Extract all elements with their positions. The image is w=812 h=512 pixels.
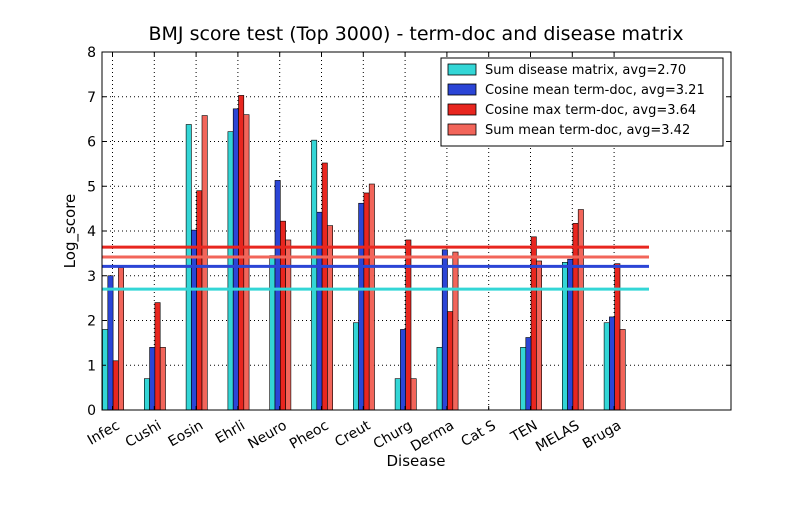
y-tick-label: 2: [87, 314, 96, 330]
x-tick-label: Bruga: [580, 418, 624, 453]
bar: [410, 378, 417, 411]
bar: [269, 255, 276, 411]
x-tick-label: Pheoc: [287, 418, 332, 453]
bar: [327, 225, 333, 411]
bar: [274, 180, 281, 411]
chart-title: BMJ score test (Top 3000) - term-doc and…: [149, 23, 684, 45]
bar: [452, 251, 459, 411]
x-tick-label: Cat S: [458, 418, 498, 451]
bar: [149, 347, 156, 411]
y-axis-ticks: 0 1 2 3 4 5 6 7 8: [87, 45, 731, 419]
bar: [614, 263, 621, 411]
bar: [358, 202, 365, 411]
average-lines: [102, 245, 649, 291]
bar: [232, 108, 239, 411]
bar: [536, 260, 543, 411]
legend-entry-label: Sum mean term-doc, avg=3.42: [485, 123, 690, 138]
x-tick-label: Cushi: [123, 418, 165, 451]
bar: [394, 378, 401, 411]
y-tick-label: 1: [87, 358, 96, 374]
bar: [144, 378, 150, 411]
bar: [520, 347, 527, 411]
bar: [561, 262, 568, 411]
x-tick-label: Creut: [332, 417, 374, 450]
y-tick-label: 4: [87, 224, 96, 240]
bar: [227, 131, 234, 411]
bar: [567, 258, 574, 411]
bar: [368, 183, 375, 411]
legend-swatch: [447, 83, 477, 96]
bar: [243, 114, 250, 411]
bar: [609, 316, 616, 411]
y-axis-label: Log_score: [61, 194, 80, 269]
x-tick-label: Eosin: [166, 418, 206, 451]
legend-entry-label: Cosine mean term-doc, avg=3.21: [485, 83, 705, 98]
bar: [572, 223, 579, 411]
bar: [201, 115, 208, 411]
x-tick-label: MELAS: [533, 418, 582, 456]
x-axis-label: Disease: [387, 452, 446, 470]
bar: [238, 95, 245, 411]
bar: [196, 190, 203, 411]
bar: [102, 329, 109, 411]
legend-swatch: [447, 63, 477, 76]
x-tick-label: Churg: [371, 418, 415, 453]
bar: [363, 192, 370, 411]
y-tick-label: 6: [87, 135, 96, 151]
y-tick-label: 7: [87, 90, 96, 106]
bar: [154, 302, 161, 411]
x-tick-label: Neuro: [245, 418, 289, 453]
bar: [112, 360, 119, 411]
x-tick-label: Infec: [85, 418, 123, 449]
legend: Sum disease matrix, avg=2.70 Cosine mean …: [440, 57, 724, 147]
bar: [321, 162, 328, 411]
bar: [159, 347, 166, 411]
bar: [316, 211, 323, 411]
y-tick-label: 8: [87, 45, 96, 61]
bar: [311, 139, 318, 411]
x-tick-label: Derma: [408, 418, 457, 455]
bar: [436, 347, 443, 411]
bar: [107, 275, 114, 411]
legend-box: [440, 57, 724, 147]
bar: [447, 311, 454, 411]
bar: [525, 337, 532, 411]
bar: [441, 249, 448, 411]
y-tick-label: 5: [87, 179, 96, 195]
bar: [603, 322, 610, 411]
legend-entry-label: Cosine max term-doc, avg=3.64: [485, 103, 696, 118]
bar: [577, 209, 584, 411]
bar: [400, 329, 406, 411]
y-tick-label: 0: [87, 403, 96, 419]
bar: [619, 329, 626, 411]
bar: [530, 236, 537, 411]
y-tick-label: 3: [87, 269, 96, 285]
bar: [279, 220, 286, 411]
x-tick-label: Ehrli: [213, 418, 248, 447]
legend-swatch: [447, 123, 477, 136]
bar: [352, 322, 359, 411]
legend-swatch: [447, 103, 477, 116]
legend-entry-label: Sum disease matrix, avg=2.70: [485, 63, 686, 78]
